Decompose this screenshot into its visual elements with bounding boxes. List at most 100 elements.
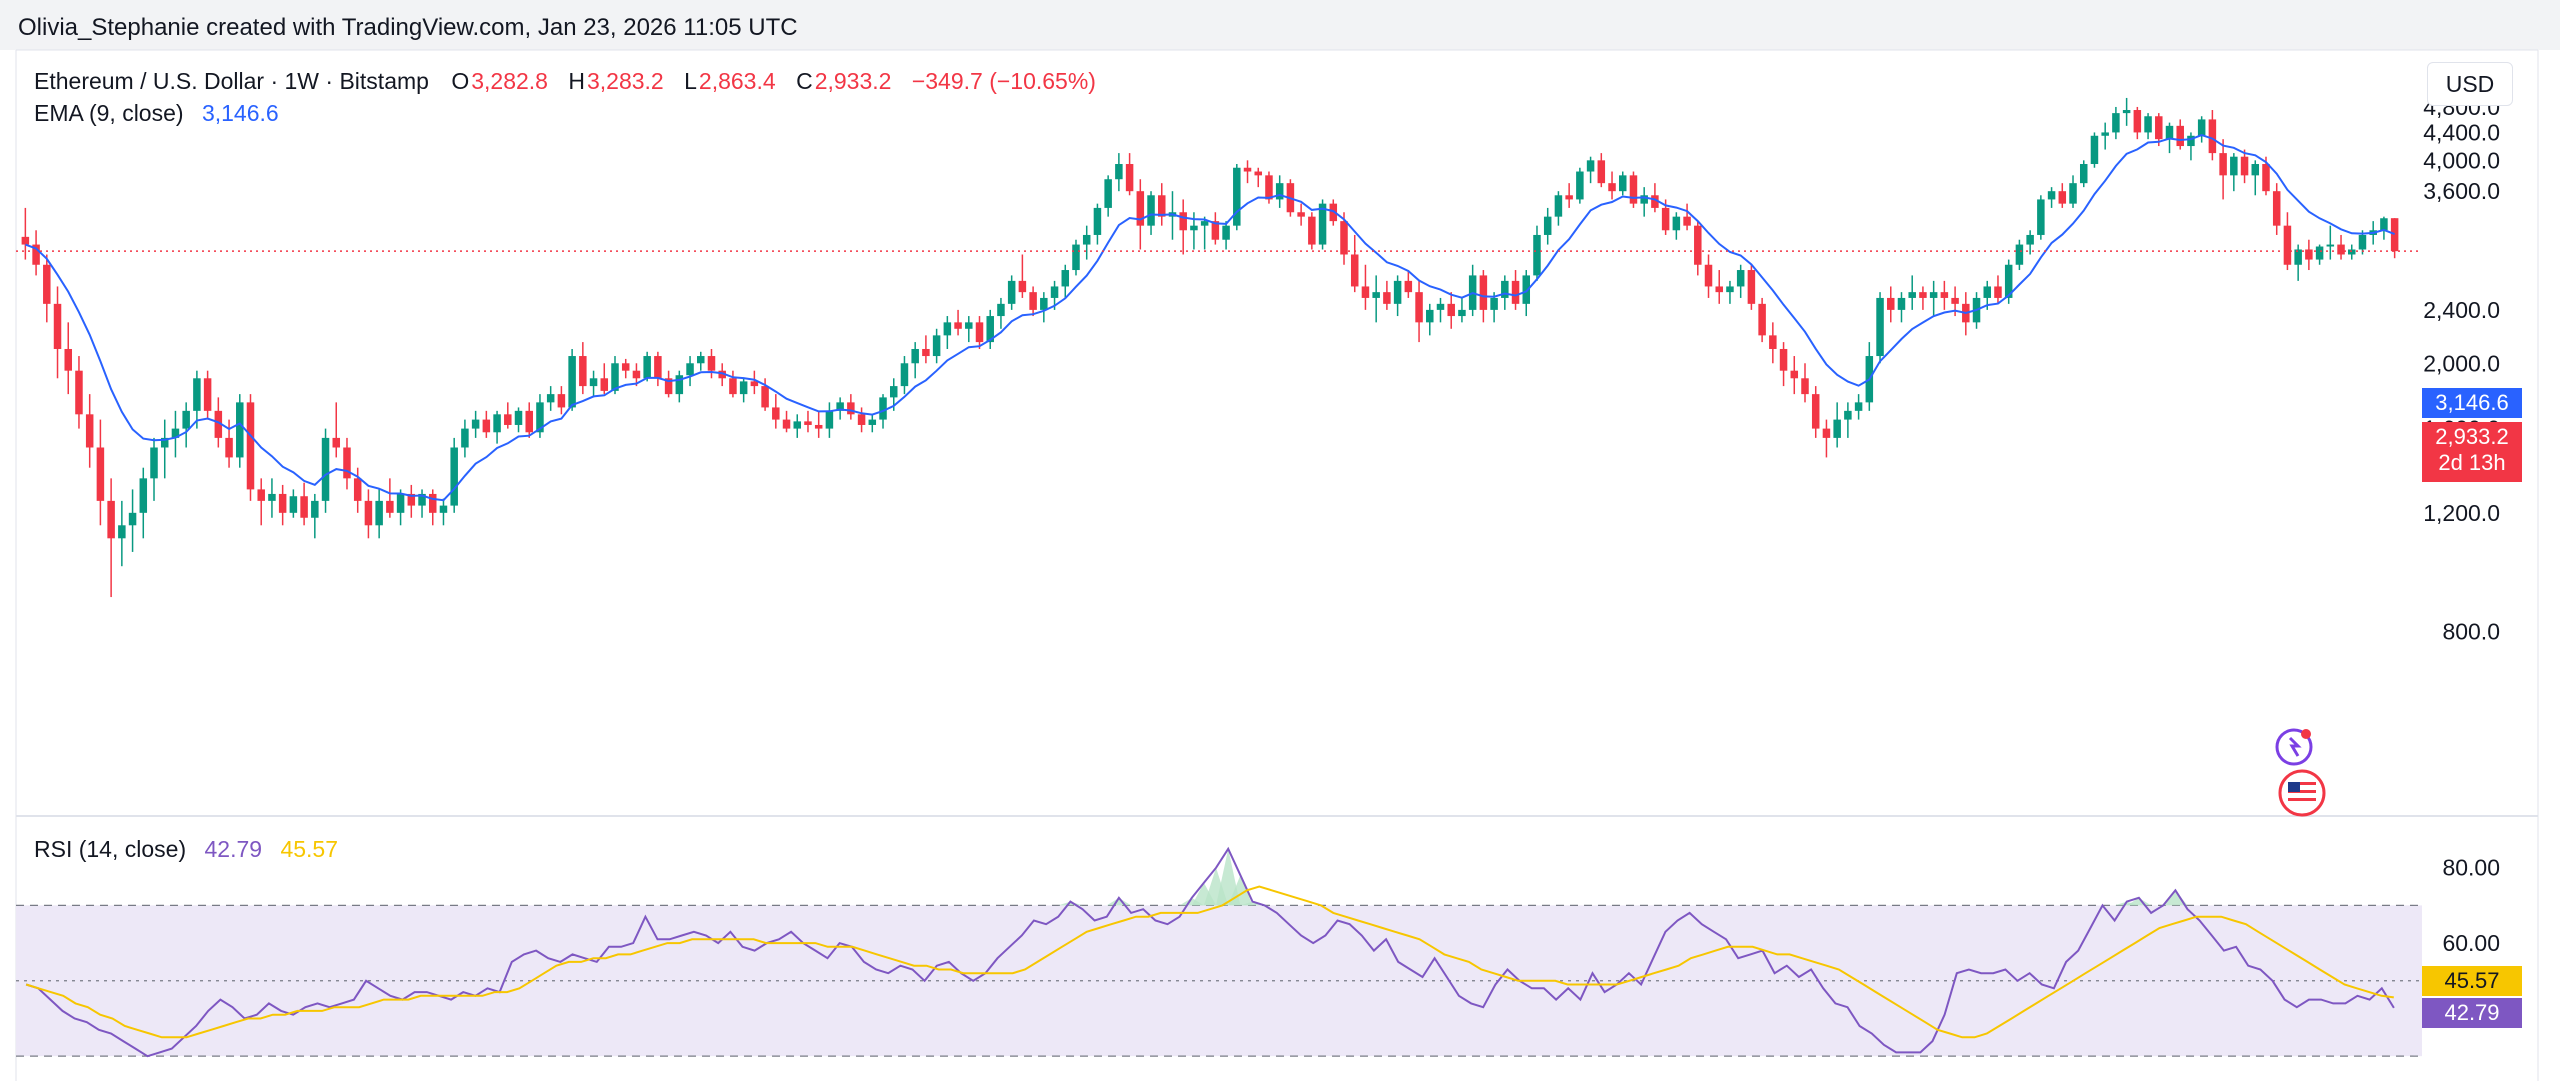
candle-body: [1672, 216, 1681, 231]
candle-body: [697, 356, 705, 364]
candle-body: [1940, 292, 1949, 298]
candle: [182, 402, 190, 448]
candle-body: [1790, 370, 1799, 379]
candle: [1597, 153, 1606, 188]
candle: [1565, 183, 1573, 208]
candle: [2305, 239, 2313, 271]
ema-label[interactable]: EMA (9, close): [34, 100, 184, 126]
candle: [1115, 153, 1123, 192]
candle-body: [643, 356, 651, 379]
candle: [2197, 116, 2206, 143]
credit-text: Olivia_Stephanie created with TradingVie…: [18, 14, 798, 41]
candle-body: [975, 322, 984, 343]
candle-body: [1136, 191, 1145, 226]
candle-body: [1350, 254, 1359, 287]
candle-body: [53, 303, 62, 349]
candle-body: [1007, 280, 1016, 304]
price-tick-label: 1,200.0: [2423, 500, 2500, 526]
candle: [686, 356, 694, 387]
candle-body: [461, 428, 469, 448]
candle-body: [64, 348, 72, 371]
candle-body: [300, 496, 308, 518]
low-label: L: [684, 68, 697, 94]
countdown-value: 2d 13h: [2438, 450, 2506, 475]
currency-button[interactable]: USD: [2427, 62, 2513, 106]
candle-body: [1833, 419, 1841, 438]
candle-body: [664, 378, 673, 395]
candle: [729, 370, 737, 398]
candle-body: [857, 414, 866, 425]
candle: [1361, 264, 1370, 310]
candle-body: [1018, 280, 1027, 293]
candle-body: [1029, 292, 1037, 310]
rsi-legend[interactable]: RSI (14, close) 42.79 45.57: [34, 836, 340, 863]
candle: [1769, 322, 1777, 364]
candle-body: [246, 402, 255, 490]
candle-body: [2015, 244, 2024, 265]
candle: [2015, 239, 2024, 271]
candle-body: [1618, 175, 1627, 192]
flag-icon: [2278, 769, 2326, 817]
candle: [471, 410, 480, 438]
candle: [546, 386, 555, 411]
candle-body: [2337, 244, 2345, 255]
candle-body: [1222, 225, 1230, 240]
symbol-title[interactable]: Ethereum / U.S. Dollar · 1W · Bitstamp: [34, 68, 429, 94]
candle: [2294, 244, 2302, 281]
candle: [1919, 286, 1927, 310]
ema-legend[interactable]: EMA (9, close) 3,146.6: [34, 100, 281, 127]
candle: [975, 316, 984, 349]
candle: [1543, 207, 1552, 245]
candle-body: [2079, 164, 2088, 184]
candle: [997, 297, 1005, 329]
candle: [514, 407, 523, 433]
candle: [697, 351, 705, 371]
rsi-label[interactable]: RSI (14, close): [34, 836, 187, 862]
candle-body: [1426, 309, 1434, 323]
candle-body: [1586, 160, 1595, 172]
high-label: H: [568, 68, 585, 94]
candle: [589, 370, 598, 398]
candle-body: [1329, 203, 1338, 222]
candle: [707, 348, 716, 379]
candle-body: [1747, 270, 1756, 304]
candle: [257, 478, 265, 526]
candle-body: [536, 402, 544, 433]
candle: [343, 437, 351, 490]
candle-body: [1265, 175, 1273, 200]
candle: [2058, 183, 2067, 208]
candle: [268, 478, 276, 518]
candle: [525, 402, 533, 438]
candle-body: [1726, 286, 1734, 293]
candle-body: [1994, 286, 2002, 298]
candle-body: [686, 363, 694, 376]
symbol-legend[interactable]: Ethereum / U.S. Dollar · 1W · Bitstamp O…: [34, 68, 1098, 95]
candle: [600, 363, 609, 395]
candle-body: [1190, 225, 1198, 231]
candle: [1372, 275, 1380, 323]
candle-body: [1929, 292, 1938, 298]
high-value: 3,283.2: [586, 68, 664, 94]
candle-body: [1565, 195, 1573, 200]
candle: [2230, 153, 2238, 192]
candle: [1468, 264, 1477, 317]
candle: [1811, 386, 1820, 438]
candle: [2079, 160, 2088, 188]
candle: [2187, 132, 2195, 161]
candle-body: [214, 410, 223, 438]
ema-line: [25, 134, 2395, 502]
candle: [1640, 187, 1648, 217]
candle: [761, 378, 769, 411]
candle: [139, 467, 148, 539]
candle: [1887, 286, 1895, 323]
candle-body: [1811, 394, 1820, 429]
candle: [450, 437, 458, 513]
candle: [536, 394, 544, 438]
candle-body: [589, 378, 598, 387]
candle-body: [2305, 249, 2313, 260]
candle-body: [1436, 303, 1445, 310]
alert-icon[interactable]: [2275, 728, 2313, 766]
candle: [2122, 97, 2131, 126]
candle: [2219, 139, 2227, 200]
